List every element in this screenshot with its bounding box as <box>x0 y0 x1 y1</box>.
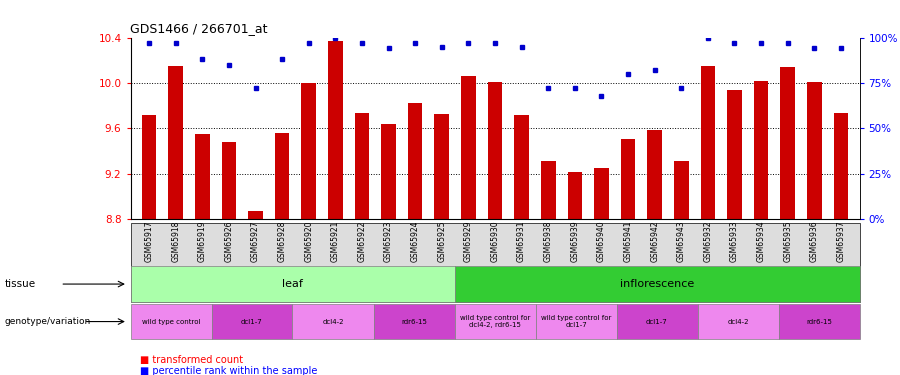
Bar <box>488 82 502 219</box>
Text: ■ percentile rank within the sample: ■ percentile rank within the sample <box>140 366 317 375</box>
Bar <box>274 133 290 219</box>
Bar <box>168 66 183 219</box>
Text: dcl4-2: dcl4-2 <box>727 318 749 324</box>
Bar <box>355 112 369 219</box>
Bar <box>461 76 476 219</box>
Bar <box>647 130 662 219</box>
Bar <box>833 112 848 219</box>
Bar <box>568 172 582 219</box>
Text: wild type control for
dcl4-2, rdr6-15: wild type control for dcl4-2, rdr6-15 <box>460 315 530 328</box>
Bar <box>408 104 422 219</box>
Bar <box>328 41 343 219</box>
Bar <box>700 66 716 219</box>
Text: wild type control: wild type control <box>142 318 200 324</box>
Text: dcl1-7: dcl1-7 <box>241 318 263 324</box>
Text: dcl4-2: dcl4-2 <box>322 318 344 324</box>
Bar <box>541 161 555 219</box>
Bar <box>753 81 769 219</box>
Text: ■ transformed count: ■ transformed count <box>140 355 243 365</box>
Text: rdr6-15: rdr6-15 <box>806 318 832 324</box>
Bar <box>674 161 688 219</box>
Bar <box>195 134 210 219</box>
Text: tissue: tissue <box>4 279 36 289</box>
Text: inflorescence: inflorescence <box>620 279 694 289</box>
Text: leaf: leaf <box>282 279 303 289</box>
Bar <box>382 124 396 219</box>
Bar <box>221 142 237 219</box>
Bar <box>302 83 316 219</box>
Bar <box>514 115 529 219</box>
Bar <box>248 211 263 219</box>
Bar <box>727 90 742 219</box>
Bar <box>142 115 157 219</box>
Text: wild type control for
dcl1-7: wild type control for dcl1-7 <box>541 315 611 328</box>
Text: dcl1-7: dcl1-7 <box>646 318 668 324</box>
Bar <box>621 139 635 219</box>
Text: rdr6-15: rdr6-15 <box>401 318 427 324</box>
Bar <box>780 67 795 219</box>
Bar <box>807 82 822 219</box>
Text: GDS1466 / 266701_at: GDS1466 / 266701_at <box>130 22 268 35</box>
Bar <box>594 168 608 219</box>
Bar <box>435 114 449 219</box>
Text: genotype/variation: genotype/variation <box>4 317 91 326</box>
